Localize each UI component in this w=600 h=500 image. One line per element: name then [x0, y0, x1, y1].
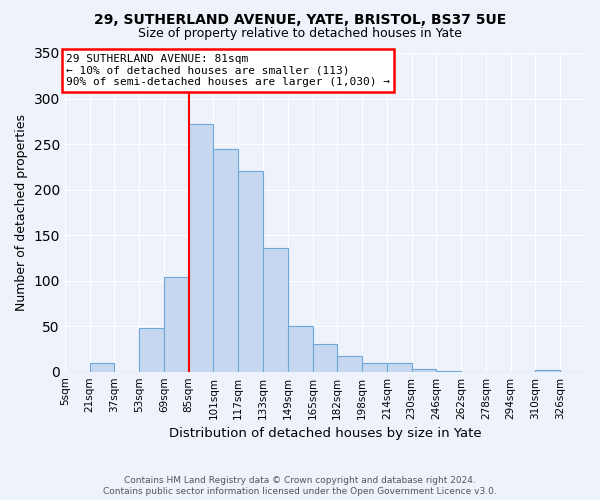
X-axis label: Distribution of detached houses by size in Yate: Distribution of detached houses by size … [169, 427, 481, 440]
Bar [288, 326, 313, 372]
Bar [89, 362, 115, 372]
Bar [412, 369, 436, 372]
Bar [337, 356, 362, 372]
Bar [263, 248, 288, 372]
Bar [535, 370, 560, 372]
Bar [139, 328, 164, 372]
Text: 29, SUTHERLAND AVENUE, YATE, BRISTOL, BS37 5UE: 29, SUTHERLAND AVENUE, YATE, BRISTOL, BS… [94, 12, 506, 26]
Bar [436, 371, 461, 372]
Text: Contains public sector information licensed under the Open Government Licence v3: Contains public sector information licen… [103, 487, 497, 496]
Bar [164, 277, 188, 372]
Bar [238, 172, 263, 372]
Text: Contains HM Land Registry data © Crown copyright and database right 2024.: Contains HM Land Registry data © Crown c… [124, 476, 476, 485]
Text: 29 SUTHERLAND AVENUE: 81sqm
← 10% of detached houses are smaller (113)
90% of se: 29 SUTHERLAND AVENUE: 81sqm ← 10% of det… [66, 54, 390, 87]
Bar [362, 362, 387, 372]
Y-axis label: Number of detached properties: Number of detached properties [15, 114, 28, 311]
Bar [313, 344, 337, 372]
Bar [214, 148, 238, 372]
Bar [387, 362, 412, 372]
Bar [188, 124, 214, 372]
Text: Size of property relative to detached houses in Yate: Size of property relative to detached ho… [138, 28, 462, 40]
